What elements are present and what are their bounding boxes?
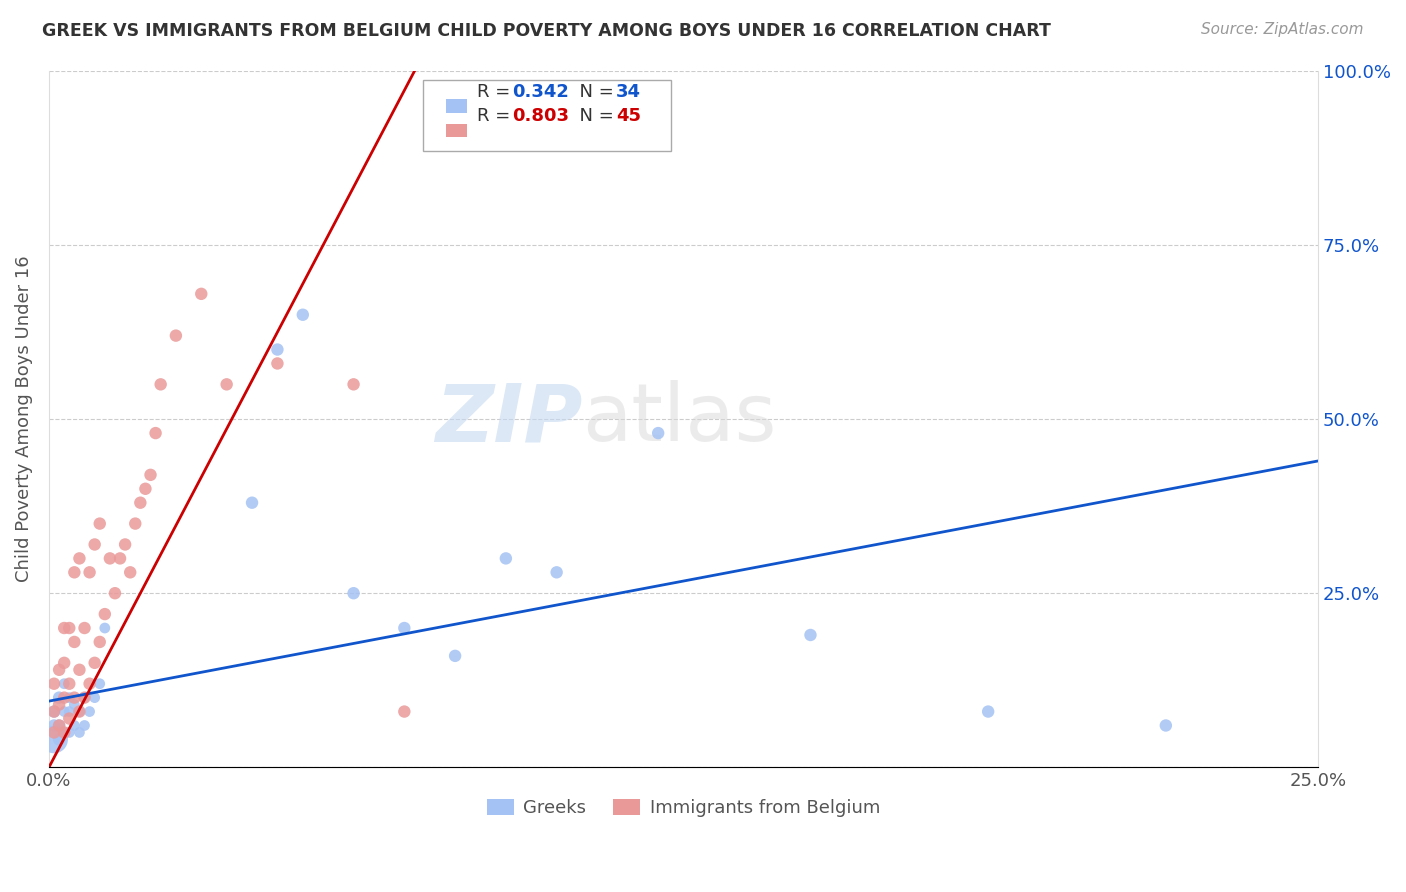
Point [42, 705, 65, 719]
Point [342, 377, 364, 392]
Point [63, 698, 86, 712]
Point [63, 635, 86, 649]
Point [48, 718, 70, 732]
Point [67, 551, 90, 566]
Point [73, 621, 96, 635]
Point [114, 537, 136, 551]
Point [48, 732, 70, 747]
Point [48, 690, 70, 705]
Point [48, 718, 70, 732]
Point [73, 690, 96, 705]
Point [134, 482, 156, 496]
Point [94, 607, 117, 621]
Point [145, 426, 167, 441]
Text: Source: ZipAtlas.com: Source: ZipAtlas.com [1201, 22, 1364, 37]
Point [53, 676, 76, 690]
Point [53, 621, 76, 635]
Point [149, 377, 172, 392]
Point [139, 467, 162, 482]
Point [546, 566, 568, 580]
Point [67, 725, 90, 739]
Text: N =: N = [568, 83, 620, 101]
Text: 0.803: 0.803 [512, 107, 569, 126]
Point [73, 718, 96, 732]
Point [79, 566, 101, 580]
Point [394, 621, 416, 635]
Point [799, 628, 821, 642]
Point [83, 537, 105, 551]
Point [108, 551, 131, 566]
Point [266, 343, 288, 357]
Bar [446, 100, 467, 112]
Point [89, 676, 111, 690]
Point [240, 496, 263, 510]
Point [394, 705, 416, 719]
Point [53, 690, 76, 705]
Point [67, 663, 90, 677]
Point [342, 586, 364, 600]
Point [63, 690, 86, 705]
Point [1154, 718, 1177, 732]
Point [42, 732, 65, 747]
Text: GREEK VS IMMIGRANTS FROM BELGIUM CHILD POVERTY AMONG BOYS UNDER 16 CORRELATION C: GREEK VS IMMIGRANTS FROM BELGIUM CHILD P… [42, 22, 1052, 40]
Bar [446, 124, 467, 137]
Point [98, 551, 121, 566]
Point [266, 356, 288, 370]
Point [63, 566, 86, 580]
Point [79, 705, 101, 719]
Point [67, 705, 90, 719]
Point [42, 676, 65, 690]
Point [58, 705, 80, 719]
Text: atlas: atlas [582, 380, 776, 458]
Point [190, 286, 212, 301]
Point [53, 725, 76, 739]
Point [58, 725, 80, 739]
Point [58, 712, 80, 726]
Legend: Greeks, Immigrants from Belgium: Greeks, Immigrants from Belgium [479, 792, 887, 824]
Point [58, 690, 80, 705]
Point [53, 705, 76, 719]
Point [291, 308, 314, 322]
Point [48, 663, 70, 677]
Point [83, 656, 105, 670]
Text: R =: R = [477, 83, 516, 101]
Point [165, 328, 187, 343]
Point [444, 648, 467, 663]
Point [104, 586, 127, 600]
Point [129, 496, 152, 510]
Text: 34: 34 [616, 83, 641, 101]
FancyBboxPatch shape [423, 80, 671, 151]
Point [124, 516, 146, 531]
Point [67, 705, 90, 719]
Point [977, 705, 1000, 719]
Text: ZIP: ZIP [434, 380, 582, 458]
Point [73, 690, 96, 705]
Text: 45: 45 [616, 107, 641, 126]
Point [94, 621, 117, 635]
Point [215, 377, 238, 392]
Y-axis label: Child Poverty Among Boys Under 16: Child Poverty Among Boys Under 16 [15, 256, 32, 582]
Point [58, 676, 80, 690]
Point [53, 656, 76, 670]
Point [120, 566, 142, 580]
Point [495, 551, 517, 566]
Point [42, 718, 65, 732]
Text: 0.342: 0.342 [512, 83, 569, 101]
Point [89, 516, 111, 531]
Point [63, 718, 86, 732]
Point [647, 426, 669, 441]
Point [58, 621, 80, 635]
Point [48, 698, 70, 712]
Point [53, 725, 76, 739]
Point [79, 676, 101, 690]
Text: N =: N = [568, 107, 620, 126]
Text: R =: R = [477, 107, 516, 126]
Point [89, 635, 111, 649]
Point [42, 725, 65, 739]
Point [42, 705, 65, 719]
Point [83, 690, 105, 705]
